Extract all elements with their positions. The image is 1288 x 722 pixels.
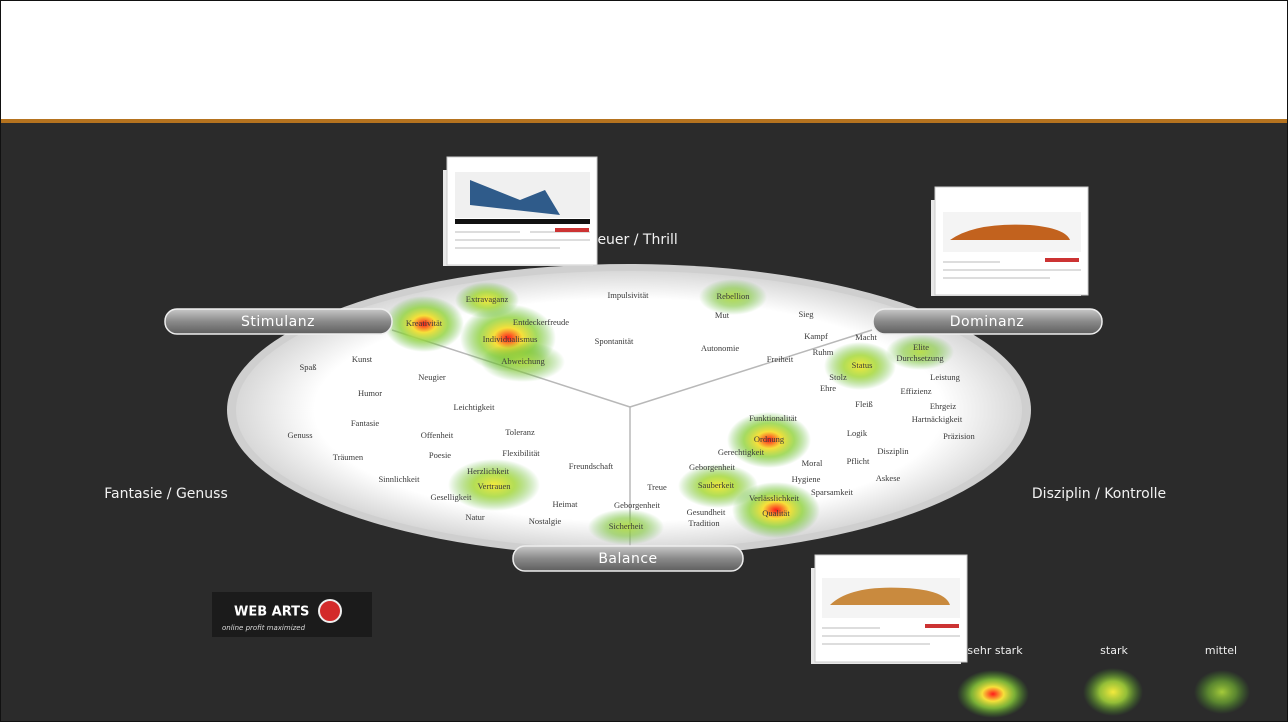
value-word: Elite bbox=[913, 342, 929, 352]
value-word: Disziplin bbox=[877, 446, 909, 456]
value-word: Status bbox=[852, 360, 873, 370]
value-word: Abweichung bbox=[501, 356, 545, 366]
value-word: Extravaganz bbox=[466, 294, 509, 304]
value-word: Funktionalität bbox=[749, 413, 797, 423]
thumbnail-bottom bbox=[811, 554, 968, 664]
thumbnail-top bbox=[443, 156, 598, 266]
value-word: Herzlichkeit bbox=[467, 466, 510, 476]
logo-name: WEB ARTS bbox=[234, 605, 309, 620]
value-word: Humor bbox=[358, 388, 382, 398]
value-word: Poesie bbox=[429, 450, 451, 460]
value-word: Logik bbox=[847, 428, 868, 438]
value-word: Geborgenheit bbox=[614, 500, 661, 510]
pill-label: Stimulanz bbox=[241, 314, 315, 330]
value-word: Ehre bbox=[820, 383, 836, 393]
value-word: Leistung bbox=[930, 372, 960, 382]
value-word: Natur bbox=[465, 512, 485, 522]
value-word: Pflicht bbox=[847, 456, 870, 466]
value-word: Freiheit bbox=[767, 354, 794, 364]
value-word: Autonomie bbox=[701, 343, 739, 353]
value-word: Sicherheit bbox=[609, 521, 644, 531]
value-word: Durchsetzung bbox=[896, 353, 944, 363]
pill-label: Dominanz bbox=[950, 314, 1025, 330]
left-label: Fantasie / Genuss bbox=[104, 486, 228, 502]
value-word: Stolz bbox=[829, 372, 847, 382]
value-word: Toleranz bbox=[505, 427, 535, 437]
value-word: Macht bbox=[855, 332, 877, 342]
value-word: Nostalgie bbox=[529, 516, 562, 526]
value-word: Kunst bbox=[352, 354, 373, 364]
value-word: Gerechtigkeit bbox=[718, 447, 765, 457]
value-word: Fleiß bbox=[855, 399, 872, 409]
legend-label: mittel bbox=[1205, 644, 1237, 657]
pill-stimulanz: Stimulanz bbox=[164, 308, 393, 335]
value-word: Ehrgeiz bbox=[930, 401, 957, 411]
legend-label: sehr stark bbox=[967, 644, 1023, 657]
word-layer: Extravaganz Impulsivität Rebellion Kreativi… bbox=[287, 290, 975, 531]
value-word: Verlässlichkeit bbox=[749, 493, 800, 503]
logo: WEB ARTS online profit maximized bbox=[212, 592, 372, 637]
value-word: Träumen bbox=[333, 452, 364, 462]
value-word: Sinnlichkeit bbox=[378, 474, 420, 484]
value-word: Kampf bbox=[804, 331, 828, 341]
value-word: Mut bbox=[715, 310, 730, 320]
value-word: Kreativität bbox=[406, 318, 443, 328]
value-word: Spontanität bbox=[595, 336, 634, 346]
value-word: Entdeckerfreude bbox=[513, 317, 569, 327]
value-word: Tradition bbox=[688, 518, 720, 528]
value-word: Moral bbox=[802, 458, 823, 468]
value-word: Effizienz bbox=[901, 386, 932, 396]
value-word: Freundschaft bbox=[569, 461, 614, 471]
value-word: Ordnung bbox=[754, 434, 785, 444]
value-word: Qualität bbox=[762, 508, 790, 518]
value-word: Impulsivität bbox=[607, 290, 649, 300]
value-word: Offenheit bbox=[421, 430, 454, 440]
value-word: Präzision bbox=[943, 431, 975, 441]
value-word: Flexibilität bbox=[502, 448, 540, 458]
value-word: Spaß bbox=[300, 362, 317, 372]
value-word: Vertrauen bbox=[477, 481, 511, 491]
value-word: Leichtigkeit bbox=[453, 402, 495, 412]
value-word: Gesundheit bbox=[687, 507, 726, 517]
value-word: Sauberkeit bbox=[698, 480, 735, 490]
value-word: Askese bbox=[876, 473, 901, 483]
value-word: Heimat bbox=[552, 499, 578, 509]
value-word: Geselligkeit bbox=[430, 492, 472, 502]
pill-label: Balance bbox=[598, 551, 657, 567]
value-word: Sieg bbox=[798, 309, 814, 319]
value-word: Treue bbox=[647, 482, 667, 492]
header-bar bbox=[0, 0, 1288, 120]
value-word: Neugier bbox=[418, 372, 446, 382]
pill-dominanz: Dominanz bbox=[872, 308, 1103, 335]
legend: sehr stark stark mittel bbox=[957, 644, 1250, 718]
value-word: Rebellion bbox=[716, 291, 750, 301]
value-word: Fantasie bbox=[351, 418, 380, 428]
thumbnail-right bbox=[931, 186, 1089, 296]
value-word: Hygiene bbox=[792, 474, 821, 484]
value-word: Geborgenheit bbox=[689, 462, 736, 472]
heatmap bbox=[384, 279, 954, 545]
logo-tagline: online profit maximized bbox=[222, 624, 306, 632]
value-word: Individualismus bbox=[483, 334, 538, 344]
legend-label: stark bbox=[1100, 644, 1128, 657]
value-word: Genuss bbox=[287, 430, 312, 440]
right-label: Disziplin / Kontrolle bbox=[1032, 486, 1166, 502]
value-word: Sparsamkeit bbox=[811, 487, 854, 497]
pill-balance: Balance bbox=[512, 545, 744, 572]
value-word: Ruhm bbox=[813, 347, 834, 357]
header-rule bbox=[0, 119, 1288, 123]
value-word: Hartnäckigkeit bbox=[912, 414, 963, 424]
